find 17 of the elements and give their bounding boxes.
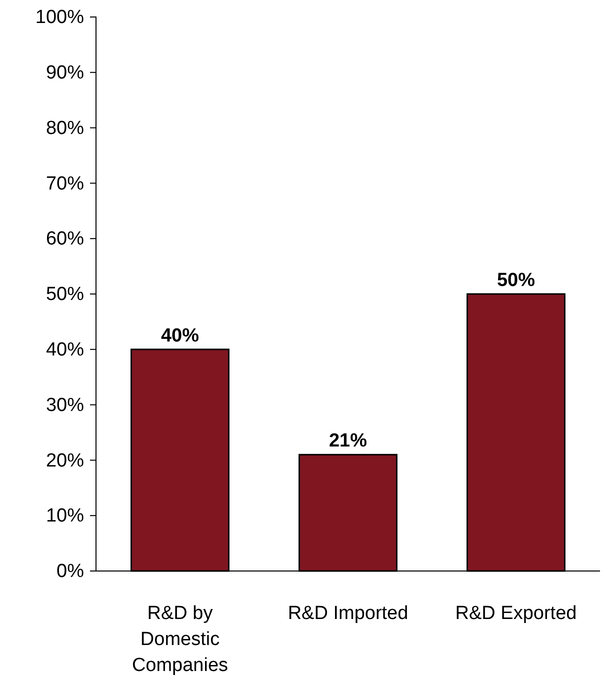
y-tick-label: 10% bbox=[46, 506, 84, 527]
x-tick-label: R&D Exported bbox=[455, 603, 577, 624]
y-tick-label: 90% bbox=[46, 62, 84, 84]
x-tick-label: R&D Imported bbox=[288, 603, 408, 624]
data-label: 50% bbox=[496, 270, 536, 291]
data-label: 40% bbox=[160, 325, 200, 346]
y-tick-label: 100% bbox=[35, 7, 84, 28]
y-tick-label: 50% bbox=[46, 284, 84, 306]
y-tick-label: 60% bbox=[46, 228, 84, 250]
y-tick-label: 70% bbox=[46, 173, 84, 194]
y-tick-label: 20% bbox=[46, 450, 84, 472]
y-tick-label: 80% bbox=[46, 118, 84, 139]
x-tick-label: R&D by Domestic Companies bbox=[132, 603, 228, 676]
data-label: 21% bbox=[328, 430, 368, 452]
y-tick-label: 30% bbox=[46, 394, 84, 416]
y-tick-label: 40% bbox=[46, 339, 84, 360]
y-tick-label: 0% bbox=[56, 561, 84, 582]
